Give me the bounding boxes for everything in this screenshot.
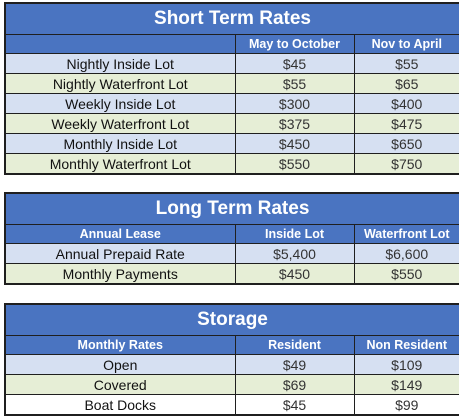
row-label: Weekly Waterfront Lot — [4, 113, 236, 134]
long-term-header-waterfront: Waterfront Lot — [353, 224, 459, 244]
short-term-rates-table: Short Term Rates May to October Nov to A… — [4, 2, 459, 175]
storage-title: Storage — [4, 303, 459, 336]
long-term-header-inside: Inside Lot — [234, 224, 355, 244]
rate-value: $149 — [353, 374, 459, 395]
row-label: Annual Prepaid Rate — [4, 243, 236, 264]
row-label: Weekly Inside Lot — [4, 93, 236, 114]
storage-rates-table: Storage Monthly Rates Resident Non Resid… — [4, 303, 459, 416]
rate-value: $550 — [353, 263, 459, 285]
rate-value: $375 — [234, 113, 355, 134]
row-label: Monthly Payments — [4, 263, 236, 285]
rate-value: $300 — [234, 93, 355, 114]
rate-value: $109 — [353, 354, 459, 375]
long-term-header-label: Annual Lease — [4, 224, 236, 244]
table-row: Weekly Inside Lot $300 $400 — [4, 93, 459, 114]
table-row: Weekly Waterfront Lot $375 $475 — [4, 113, 459, 134]
table-row: Nightly Waterfront Lot $55 $65 — [4, 73, 459, 94]
rate-value: $750 — [353, 153, 459, 175]
table-row: Monthly Payments $450 $550 — [4, 263, 459, 285]
long-term-rates-table: Long Term Rates Annual Lease Inside Lot … — [4, 192, 459, 285]
storage-header-label: Monthly Rates — [4, 335, 236, 355]
table-row: Annual Prepaid Rate $5,400 $6,600 — [4, 243, 459, 264]
rate-value: $5,400 — [234, 243, 355, 264]
rate-value: $400 — [353, 93, 459, 114]
table-row: Boat Docks $45 $99 — [4, 394, 459, 416]
rate-value: $45 — [234, 394, 355, 416]
short-term-header-label — [4, 34, 236, 54]
rate-value: $55 — [234, 73, 355, 94]
rate-value: $45 — [234, 53, 355, 74]
row-label: Nightly Waterfront Lot — [4, 73, 236, 94]
storage-header-resident: Resident — [234, 335, 355, 355]
rate-value: $49 — [234, 354, 355, 375]
rate-value: $550 — [234, 153, 355, 175]
table-row: Nightly Inside Lot $45 $55 — [4, 53, 459, 74]
row-label: Nightly Inside Lot — [4, 53, 236, 74]
rate-value: $69 — [234, 374, 355, 395]
short-term-header-season-1: May to October — [234, 34, 355, 54]
short-term-title: Short Term Rates — [4, 2, 459, 35]
rate-value: $450 — [234, 263, 355, 285]
rate-value: $65 — [353, 73, 459, 94]
rate-value: $650 — [353, 133, 459, 154]
rate-value: $55 — [353, 53, 459, 74]
rate-value: $6,600 — [353, 243, 459, 264]
table-row: Covered $69 $149 — [4, 374, 459, 395]
table-row: Open $49 $109 — [4, 354, 459, 375]
row-label: Monthly Inside Lot — [4, 133, 236, 154]
row-label: Monthly Waterfront Lot — [4, 153, 236, 175]
row-label: Boat Docks — [4, 394, 236, 416]
short-term-header-season-2: Nov to April — [353, 34, 459, 54]
row-label: Open — [4, 354, 236, 375]
long-term-title: Long Term Rates — [4, 192, 459, 225]
rate-value: $99 — [353, 394, 459, 416]
table-row: Monthly Inside Lot $450 $650 — [4, 133, 459, 154]
row-label: Covered — [4, 374, 236, 395]
table-row: Monthly Waterfront Lot $550 $750 — [4, 153, 459, 175]
rate-value: $475 — [353, 113, 459, 134]
rate-value: $450 — [234, 133, 355, 154]
storage-header-nonresident: Non Resident — [353, 335, 459, 355]
